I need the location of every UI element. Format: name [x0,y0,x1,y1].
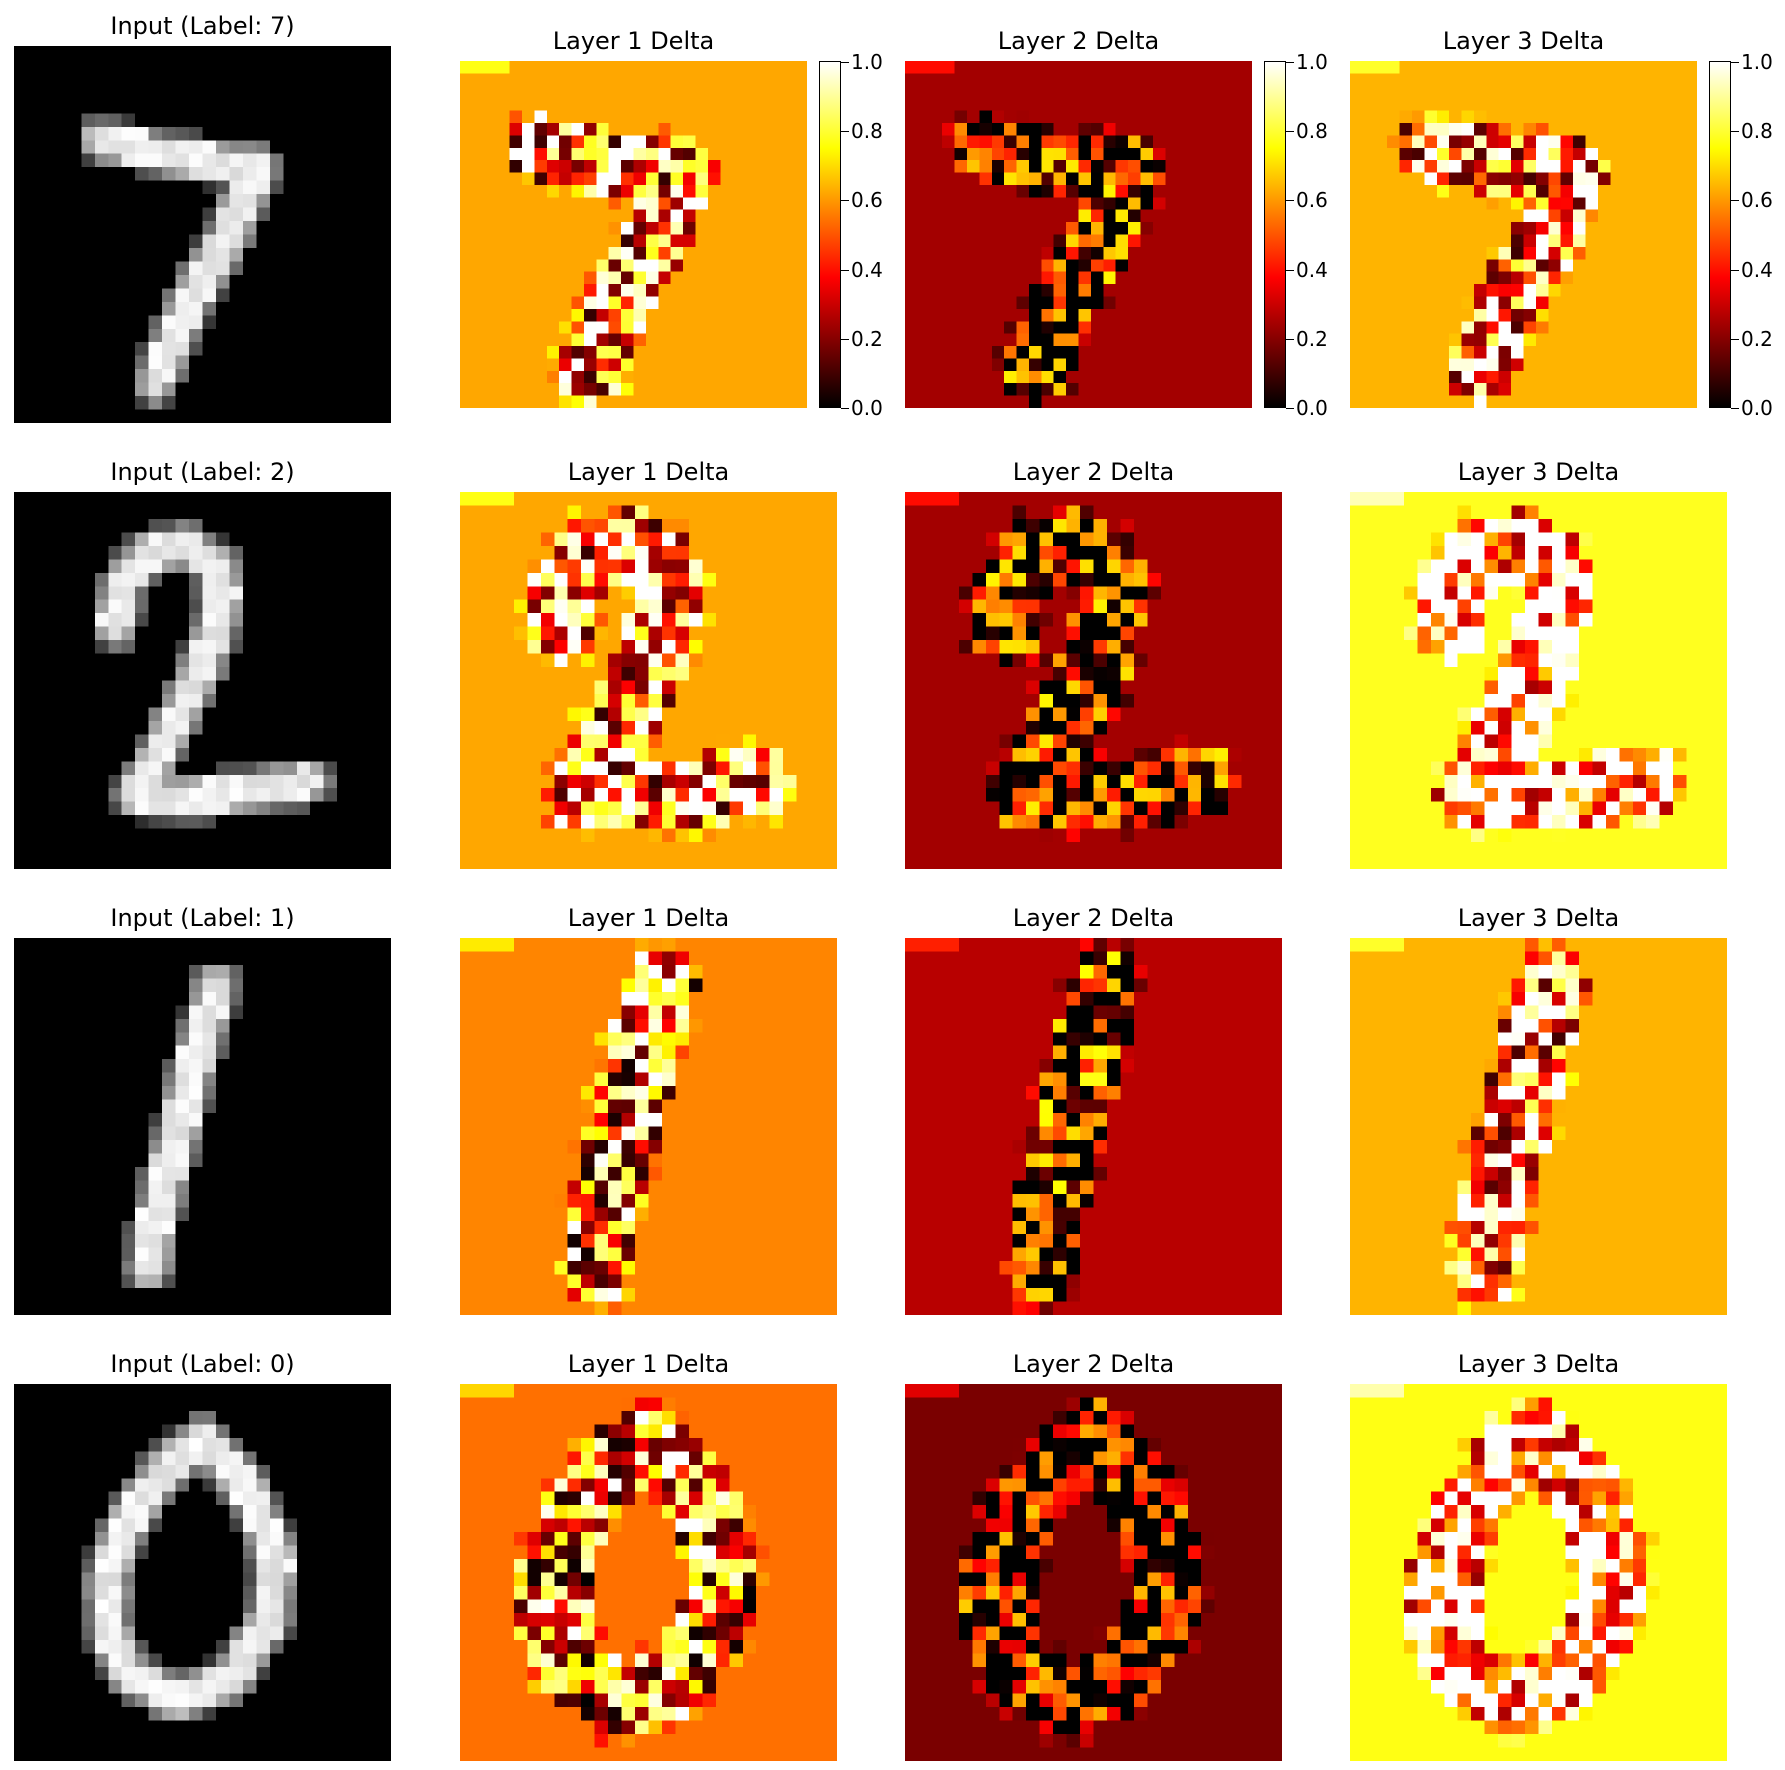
delta-panel-title: Layer 3 Delta [1457,1350,1620,1378]
colorbar-tick [1731,339,1739,340]
colorbar-tick-label: 1.0 [1296,50,1328,74]
input-panel-title: Input (Label: 1) [110,904,295,932]
input-digit-image [14,938,391,1315]
colorbar-tick-label: 0.0 [1296,396,1328,420]
colorbar-tick [1731,200,1739,201]
colorbar-tick-label: 0.8 [1741,119,1773,143]
colorbar-tick [1731,270,1739,271]
layer-delta-heatmap [460,1384,837,1761]
colorbar-tick-label: 1.0 [851,50,883,74]
layer-delta-heatmap [1350,61,1697,408]
delta-panel-title: Layer 3 Delta [1442,27,1605,55]
colorbar-tick [841,339,849,340]
colorbar-tick-label: 0.8 [851,119,883,143]
colorbar-tick [1731,408,1739,409]
colorbar-tick-label: 0.2 [1741,327,1773,351]
layer-delta-heatmap [460,492,837,869]
colorbar-tick [1286,200,1294,201]
colorbar-tick [1286,339,1294,340]
colorbar-tick-label: 0.4 [1296,258,1328,282]
colorbar-tick-label: 0.0 [851,396,883,420]
colorbar [819,61,841,408]
input-panel-title: Input (Label: 2) [110,458,295,486]
colorbar-tick [1731,131,1739,132]
layer-delta-heatmap [905,1384,1282,1761]
delta-panel-title: Layer 1 Delta [567,904,730,932]
colorbar-tick-label: 0.8 [1296,119,1328,143]
colorbar-tick-label: 0.2 [1296,327,1328,351]
colorbar-tick-label: 0.6 [1741,188,1773,212]
colorbar-tick [1286,131,1294,132]
colorbar-tick-label: 0.4 [851,258,883,282]
delta-panel-title: Layer 3 Delta [1457,904,1620,932]
colorbar-tick [841,200,849,201]
colorbar-tick [841,270,849,271]
colorbar-tick [1286,270,1294,271]
delta-panel-title: Layer 3 Delta [1457,458,1620,486]
input-panel-title: Input (Label: 0) [110,1350,295,1378]
colorbar-tick [1731,62,1739,63]
delta-panel-title: Layer 2 Delta [1012,458,1175,486]
layer-delta-heatmap [460,61,807,408]
colorbar-tick-label: 0.6 [1296,188,1328,212]
colorbar-tick [841,408,849,409]
colorbar-tick-label: 0.0 [1741,396,1773,420]
colorbar-tick [1286,62,1294,63]
colorbar-tick-label: 0.2 [851,327,883,351]
layer-delta-heatmap [905,61,1252,408]
input-digit-image [14,46,391,423]
input-panel-title: Input (Label: 7) [110,12,295,40]
input-digit-image [14,1384,391,1761]
delta-panel-title: Layer 2 Delta [1012,904,1175,932]
colorbar [1709,61,1731,408]
layer-delta-heatmap [460,938,837,1315]
layer-delta-heatmap [1350,938,1727,1315]
colorbar-tick [1286,408,1294,409]
delta-panel-title: Layer 1 Delta [567,458,730,486]
delta-panel-title: Layer 1 Delta [567,1350,730,1378]
layer-delta-heatmap [905,938,1282,1315]
layer-delta-heatmap [1350,1384,1727,1761]
delta-panel-title: Layer 2 Delta [1012,1350,1175,1378]
colorbar-tick-label: 0.4 [1741,258,1773,282]
colorbar-tick [841,131,849,132]
input-digit-image [14,492,391,869]
delta-panel-title: Layer 2 Delta [997,27,1160,55]
delta-panel-title: Layer 1 Delta [552,27,715,55]
colorbar-tick [841,62,849,63]
colorbar-tick-label: 1.0 [1741,50,1773,74]
layer-delta-heatmap [1350,492,1727,869]
colorbar [1264,61,1286,408]
layer-delta-heatmap [905,492,1282,869]
colorbar-tick-label: 0.6 [851,188,883,212]
